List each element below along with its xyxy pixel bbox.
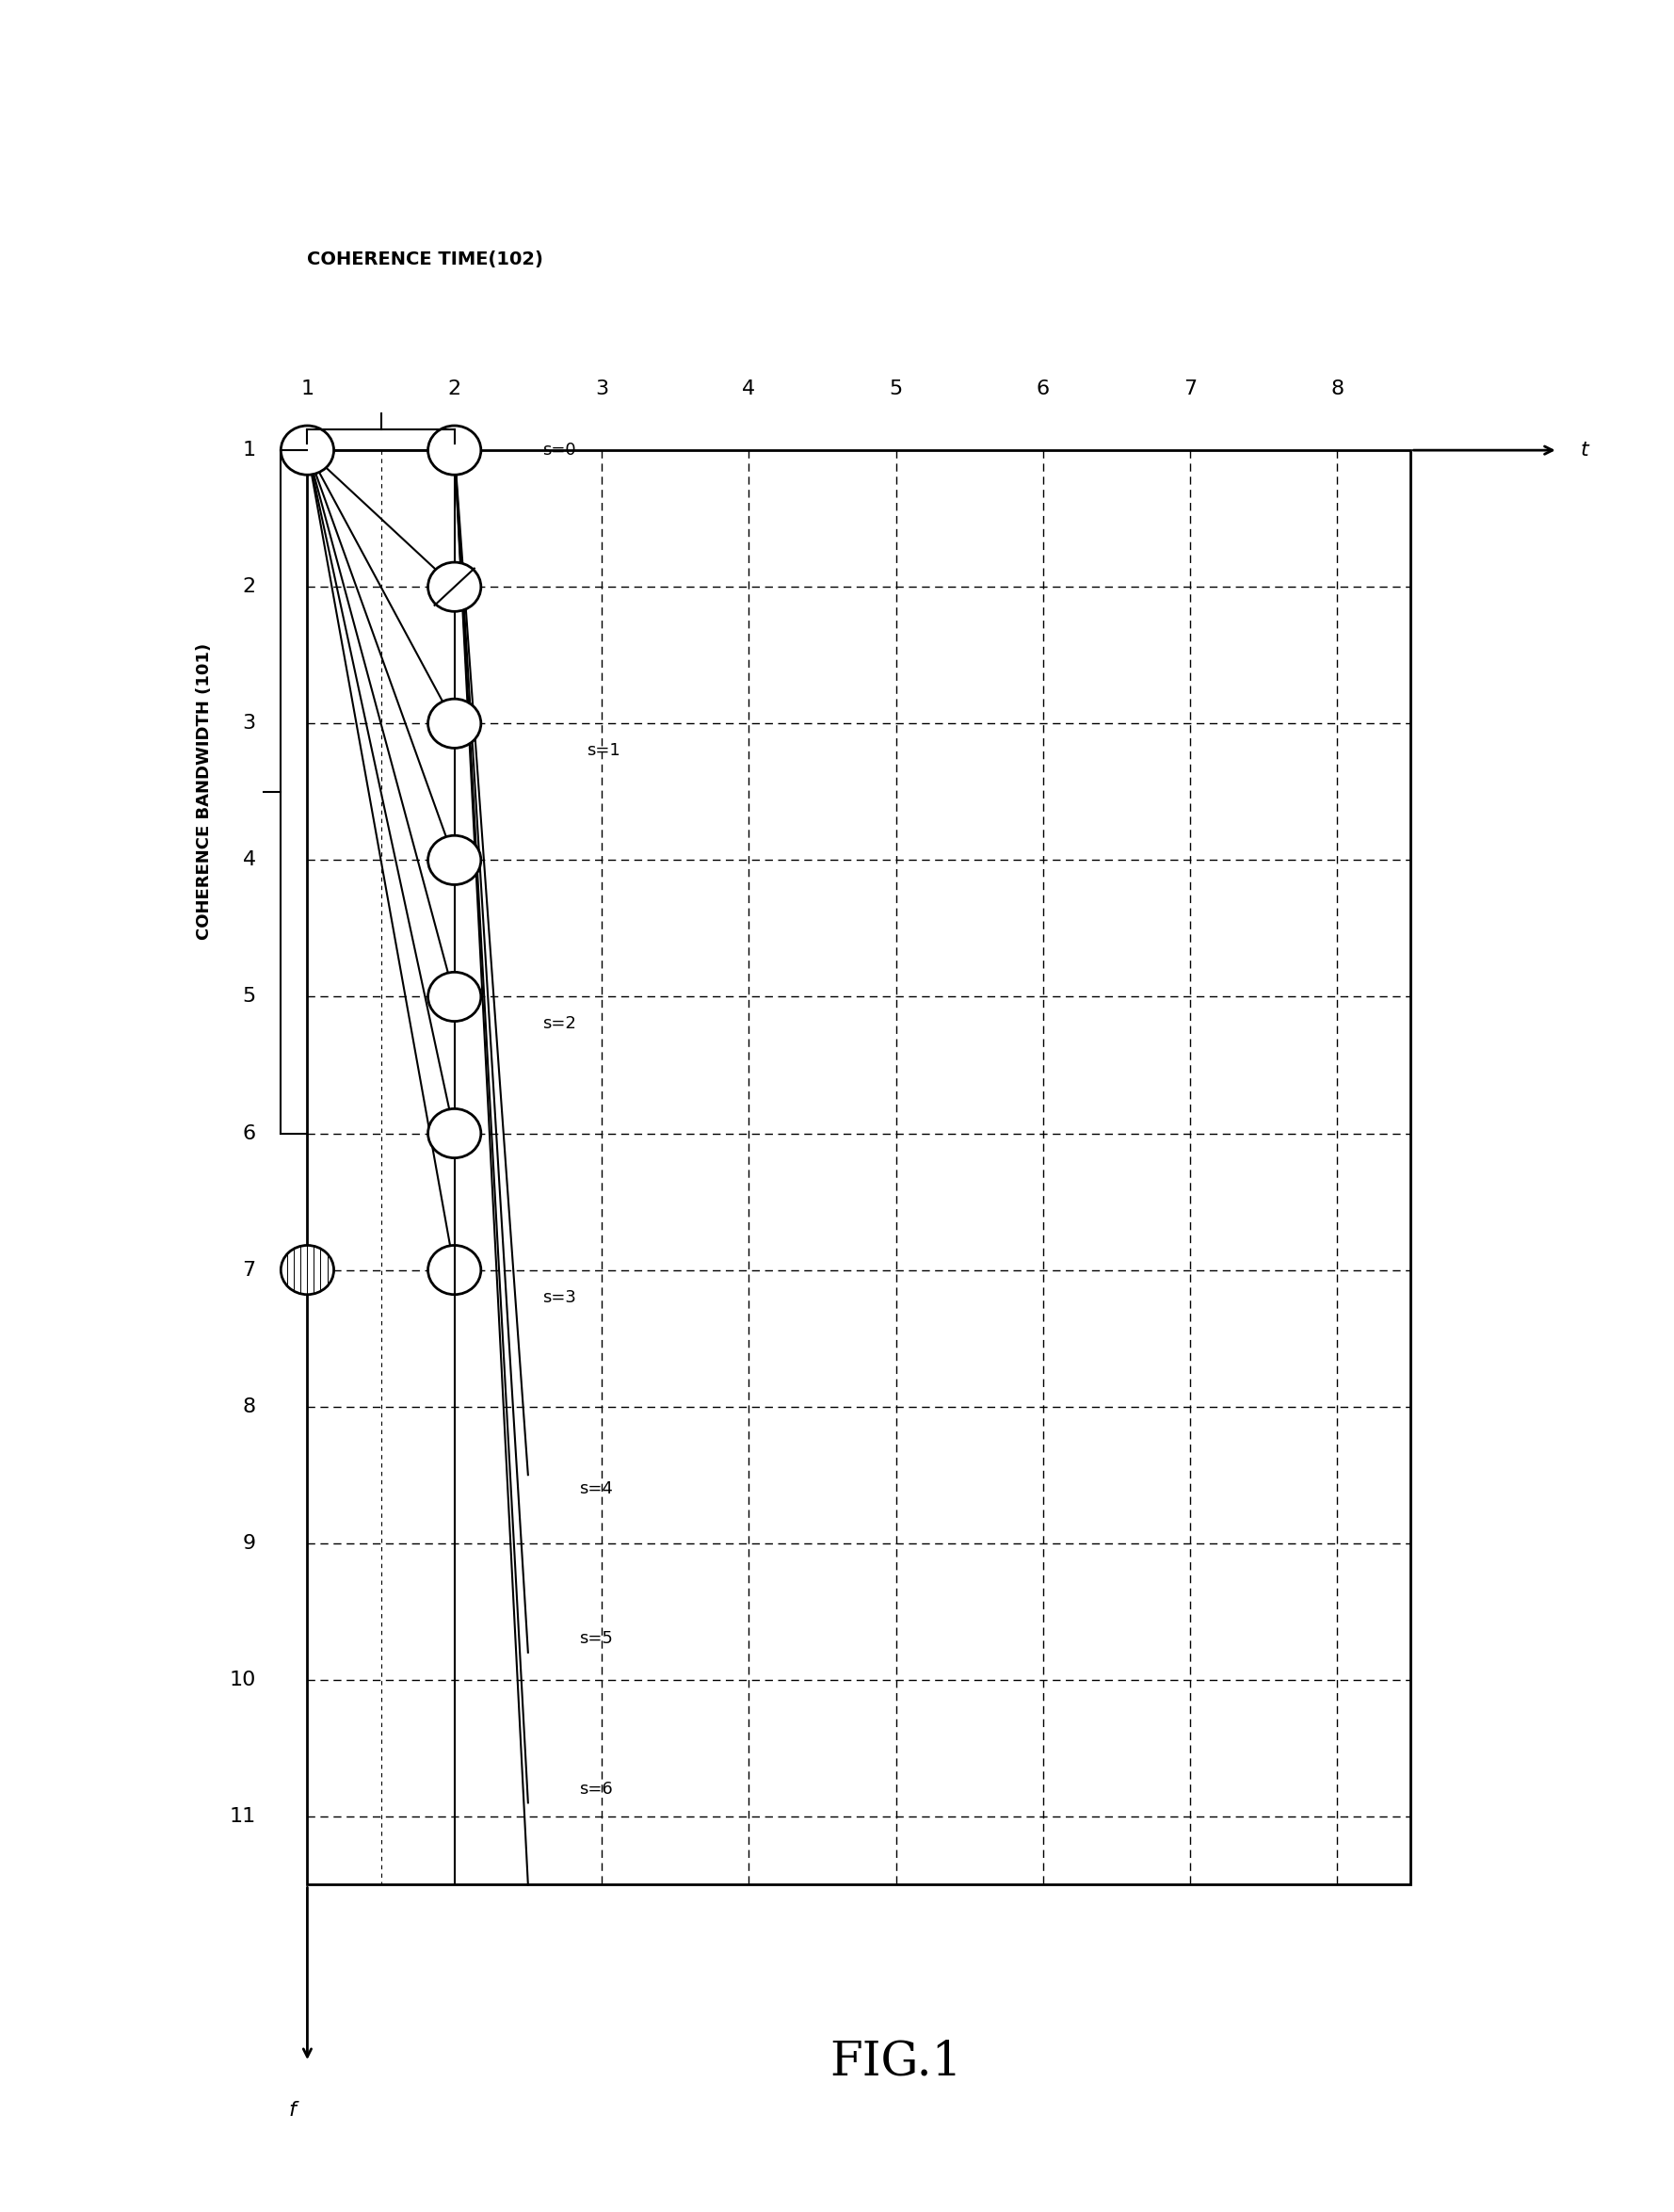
Text: 8: 8 <box>243 1398 256 1416</box>
Text: f: f <box>290 2101 296 2119</box>
Text: 2: 2 <box>243 577 256 597</box>
Text: 7: 7 <box>1184 378 1197 398</box>
Text: 1: 1 <box>243 440 256 460</box>
Text: s=1: s=1 <box>588 743 621 759</box>
Circle shape <box>429 836 480 885</box>
Text: 11: 11 <box>229 1807 256 1825</box>
Text: FIG.1: FIG.1 <box>830 2039 963 2086</box>
Text: 3: 3 <box>594 378 608 398</box>
Text: COHERENCE TIME(102): COHERENCE TIME(102) <box>308 250 544 268</box>
Circle shape <box>429 425 480 476</box>
Text: 10: 10 <box>229 1670 256 1690</box>
Circle shape <box>429 562 480 611</box>
Text: s=5: s=5 <box>579 1630 613 1648</box>
Text: 9: 9 <box>243 1533 256 1553</box>
Text: 4: 4 <box>243 852 256 869</box>
Text: s=6: s=6 <box>579 1781 613 1798</box>
Text: 3: 3 <box>243 714 256 732</box>
Circle shape <box>429 699 480 748</box>
Text: COHERENCE BANDWIDTH (101): COHERENCE BANDWIDTH (101) <box>196 644 213 940</box>
Text: 5: 5 <box>243 987 256 1006</box>
Text: 1: 1 <box>301 378 315 398</box>
Text: 5: 5 <box>889 378 902 398</box>
Text: s=3: s=3 <box>542 1290 576 1305</box>
Text: s=4: s=4 <box>579 1480 613 1498</box>
Circle shape <box>429 1245 480 1294</box>
Circle shape <box>281 425 333 476</box>
Text: 6: 6 <box>243 1124 256 1144</box>
Text: s=0: s=0 <box>542 442 576 458</box>
Text: 6: 6 <box>1036 378 1050 398</box>
Circle shape <box>281 1245 333 1294</box>
Text: s=2: s=2 <box>542 1015 576 1033</box>
Text: t: t <box>1580 440 1589 460</box>
Text: 7: 7 <box>243 1261 256 1279</box>
Text: 8: 8 <box>1331 378 1344 398</box>
Text: 4: 4 <box>742 378 755 398</box>
Circle shape <box>429 971 480 1022</box>
Circle shape <box>429 1108 480 1157</box>
Bar <box>308 451 1411 1885</box>
Text: 2: 2 <box>449 378 460 398</box>
